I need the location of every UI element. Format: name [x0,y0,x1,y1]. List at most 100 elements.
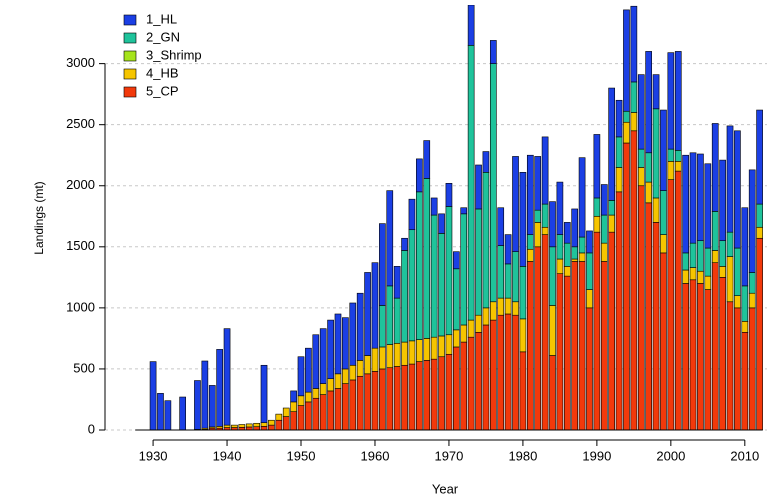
legend-label: 5_CP [146,83,179,98]
bar-segment [216,349,223,427]
bar-segment [393,297,401,344]
x-axis-label: Year [432,481,459,496]
bar-segment [497,297,505,316]
bar-segment [556,234,564,260]
bar-segment [423,360,431,431]
bar-segment [586,289,593,309]
legend-swatch [123,14,137,26]
bar-segment [356,375,364,431]
bar-segment [593,215,601,233]
y-tick-label: 0 [88,421,95,436]
bar-segment [356,292,364,361]
bar-segment [475,331,482,431]
bar-segment [179,396,186,431]
bar-segment [697,283,704,431]
bar-segment [482,151,490,173]
bar-segment [593,134,601,199]
legend: 1_HL 2_GN 3_Shrimp 4_HB 5_CP [123,11,202,98]
bar-segment [667,52,675,150]
bar-segment [519,266,527,320]
bar-segment [504,313,512,431]
bar-segment [327,390,334,431]
bar-segment [615,136,623,168]
bar-segment [608,87,616,201]
bar-segment [319,383,327,395]
bar-segment [334,313,342,375]
bar-segment [526,261,534,431]
bar-segment [416,158,423,193]
bar-segment [401,250,408,343]
bar-segment [682,252,689,271]
bar-segment [534,246,542,431]
bar-segment [645,51,652,154]
bar-segment [342,317,349,370]
bar-segment [164,400,172,431]
bar-segment [430,336,438,360]
bar-segment [697,153,704,242]
axes: 0 500 1000 1500 2000 2500 3000 1930 1940 1950 1960… [66,55,763,463]
bar-segment [467,45,475,321]
bar-segment [290,411,297,431]
bar-segment [453,251,460,270]
bar-segment [674,150,682,162]
bar-segment [734,130,741,249]
bar-segment [379,346,386,370]
bar-segment [689,152,697,244]
bar-segment [519,318,527,353]
bar-segment [512,251,519,303]
bar-segment [379,223,386,306]
bar-segment [615,191,623,431]
bar-segment [652,222,660,431]
x-tick-label: 1950 [287,448,316,463]
bar-segment [578,236,586,254]
bar-segment [364,373,371,431]
bar-segment [349,364,357,381]
bar-segment [386,285,394,345]
bar-segment [312,397,320,431]
bar-segment [194,380,201,430]
bar-segment [305,347,312,393]
bar-segment [305,401,312,431]
bar-segment [268,424,275,431]
bar-segment [489,319,497,431]
bar-segment [157,393,164,431]
bar-segment [260,422,268,427]
bar-segment [608,200,616,216]
bar-segment [748,307,756,431]
bar-segment [756,109,763,205]
bar-segment [364,272,371,356]
bar-segment [578,252,586,262]
x-tick-label: 1990 [582,448,611,463]
bar-segment [563,242,571,267]
bar-segment [652,197,660,223]
bar-segment [467,5,475,46]
bar-segment [704,163,712,249]
bar-segment [334,373,342,389]
bar-segment [327,378,334,392]
legend-swatch [123,86,137,98]
bar-segment [460,213,468,326]
bar-segment [682,283,689,431]
bar-segment [748,292,756,309]
bar-segment [541,234,549,431]
bar-segment [423,338,431,361]
bar-segment [571,208,579,248]
bar-segment [571,246,579,260]
bar-segment [719,266,726,278]
bar-segment [630,130,638,431]
bar-segment [578,157,586,238]
x-tick-label: 2000 [656,448,685,463]
bar-segment [201,360,209,429]
bar-segment [438,356,445,431]
bar-segment [475,208,482,316]
bar-segment [356,360,364,377]
bar-segment [482,324,490,431]
bar-segment [386,344,394,369]
bar-segment [497,207,505,246]
bar-segment [401,364,408,431]
bar-segment [645,181,652,204]
bar-segment [711,211,719,251]
bar-segment [231,424,238,428]
bar-segment [238,424,246,428]
